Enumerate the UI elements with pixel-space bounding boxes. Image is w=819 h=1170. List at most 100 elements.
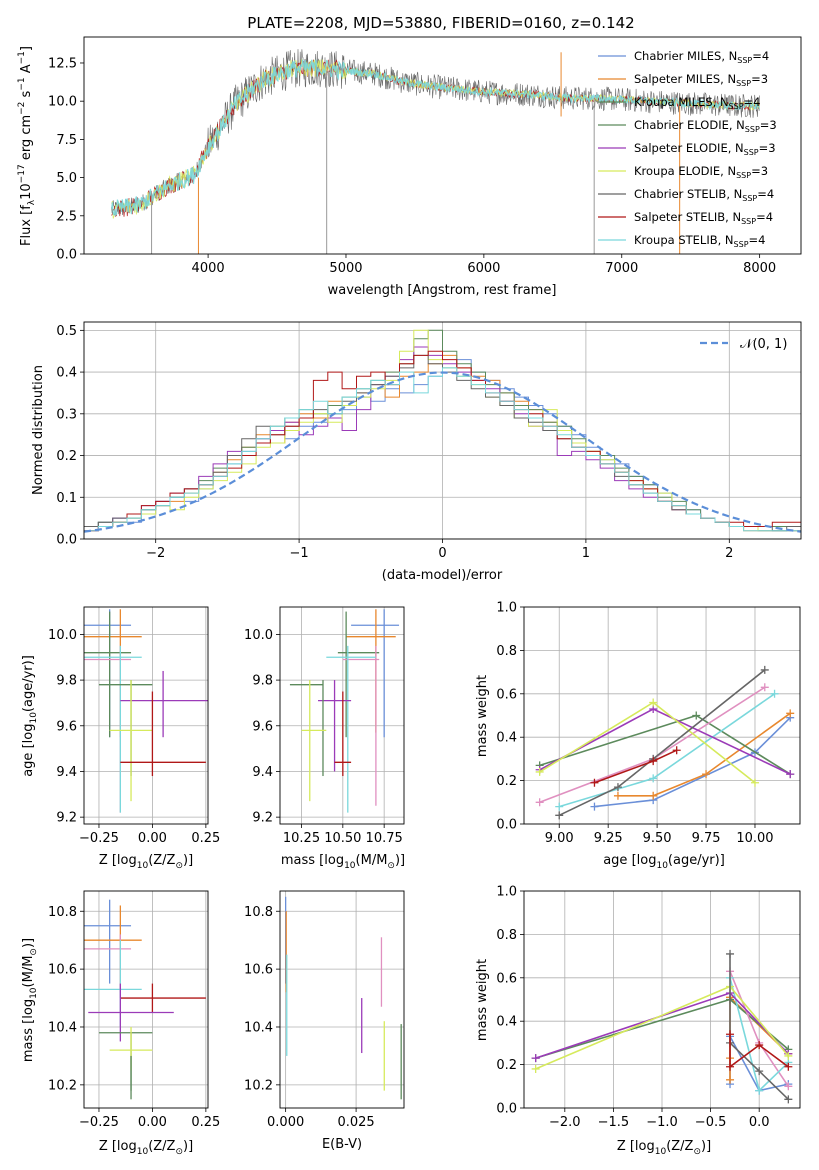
y-tick-label: 0.2 [496,774,517,789]
plus-marker [750,778,759,787]
y-tick-label: 0.8 [496,644,517,659]
x-tick-label: 9.50 [643,831,672,846]
normal-distribution-curve [84,371,801,533]
age_vs_mass-axes: 10.25 10.50 10.75 9.2 9.4 9.6 9.8 10.0 [244,606,405,846]
plus-marker [760,683,769,692]
residual_histogram-plot-area [84,322,801,539]
y-tick-label: 0.2 [496,1058,517,1073]
x-tick-label: −0.25 [79,1115,119,1130]
histogram-y-axis-label: Normed distribution [31,365,46,495]
mass_vs_Z-plot-area [84,891,208,1108]
spectrum-model-line [111,59,760,217]
plus-marker [590,802,599,811]
mass-weight-vs-Z-y-axis-label: mass weight [475,959,490,1041]
plus-marker [784,1095,793,1104]
mass-weight-series [539,714,791,775]
y-tick-label: 0.0 [496,1102,517,1117]
plus-marker [531,1054,540,1063]
y-tick-label: 0.4 [56,366,77,381]
y-tick-label: 10.4 [244,1020,273,1035]
mass_vs_ebv-axes: 0.000 0.025 10.2 10.4 10.6 10.8 [244,890,405,1130]
age_vs_Z-frame [83,606,209,825]
plus-marker [755,1067,764,1076]
y-tick-label: 12.5 [48,56,77,71]
x-tick-label: 0 [438,546,446,561]
mass-weight-series [594,749,678,784]
y-tick-label: 9.2 [252,811,273,826]
plus-marker [649,757,658,766]
errorbar-point [98,680,153,777]
errorbar-point [346,609,396,733]
mass_weight_vs_age-frame [523,606,801,825]
spectrum-x-axis-label: wavelength [Angstrom, rest frame] [328,283,557,298]
x-tick-label: 0.000 [267,1115,304,1130]
x-tick-label: 0.00 [138,1115,167,1130]
mass-weight-vs-age-y-axis-label: mass weight [475,675,490,757]
spectrum-frame [83,36,802,255]
y-tick-label: 10.6 [48,963,77,978]
x-tick-label: 0.25 [191,831,220,846]
y-tick-label: 5.0 [56,171,77,186]
mass-weight-series [729,953,789,1100]
x-tick-label: −0.5 [695,1115,727,1130]
mass-weight-series [558,669,766,817]
age_vs_Z-plot-area [84,607,208,824]
plus-marker [531,1064,540,1073]
mass_weight_vs_age-plot-area [524,607,800,824]
plus-marker [784,1062,793,1071]
y-tick-label: 10.0 [48,95,77,110]
y-tick-label: 10.8 [244,905,273,920]
errorbar-point [98,1032,153,1091]
x-tick-label: 2 [725,546,733,561]
x-tick-label: 1 [582,546,590,561]
y-tick-label: 10.4 [48,1020,77,1035]
mass_vs_ebv-frame [279,890,405,1109]
errorbar-point [84,899,132,984]
x-tick-label: 0.0 [749,1115,770,1130]
mass-weight-vs-age-x-axis-label: age [log10(age/yr)] [603,853,725,871]
x-tick-label: 7000 [605,261,638,276]
plus-marker [786,709,795,718]
age-vs-Z-y-axis-label: age [log10(age/yr)] [21,655,39,777]
y-tick-label: 9.8 [56,674,77,689]
spectrum-legend: Chabrier MILES, NSSP=4 Salpeter MILES, NS… [598,49,777,249]
y-tick-label: 10.6 [244,963,273,978]
plus-marker [535,798,544,807]
legend-label: Chabrier STELIB, NSSP=4 [634,187,774,203]
y-tick-label: 9.6 [56,719,77,734]
x-tick-label: 0.025 [337,1115,374,1130]
errorbar-point [120,670,208,738]
errorbar-point [301,680,327,802]
age_vs_mass-plot-area [280,607,404,824]
mass_weight_vs_Z-frame [523,890,801,1109]
plus-marker [672,746,681,755]
y-tick-label: 9.4 [56,765,77,780]
x-tick-label: 9.25 [594,831,623,846]
mass-weight-vs-Z-x-axis-label: Z [log10(Z/Z⊙)] [617,1139,711,1157]
age_vs_mass-frame [279,606,405,825]
mass-vs-Z-x-axis-label: Z [log10(Z/Z⊙)] [99,1139,193,1157]
errorbar-point [109,680,153,802]
mass_weight_vs_age-axes: 9.00 9.25 9.50 9.75 10.00 0.0 0.2 0.4 0.6 0.8 1.0 [496,601,801,846]
y-tick-label: 0.0 [496,818,517,833]
y-tick-label: 0.8 [496,928,517,943]
y-tick-label: 0.2 [56,449,77,464]
plus-marker [784,1082,793,1091]
spectrum-y-axis-label: Flux [fλ10−17 erg cm−2 s−1 A−1] [17,46,37,246]
mass-vs-Z-y-axis-label: mass [log10(M/M⊙)] [21,938,39,1062]
legend-label: Chabrier MILES, NSSP=4 [634,49,769,65]
plus-marker [755,1086,764,1095]
x-tick-label: 8000 [743,261,776,276]
plus-marker [535,767,544,776]
legend-label: Salpeter ELODIE, NSSP=3 [634,141,776,157]
y-tick-label: 9.8 [252,674,273,689]
errorbar-point [342,645,380,806]
plus-marker [555,811,564,820]
histogram-x-axis-label: (data-model)/error [382,568,503,583]
plus-marker [590,778,599,787]
age-vs-Z-x-axis-label: Z [log10(Z/Z⊙)] [99,853,193,871]
x-tick-label: −2 [146,546,165,561]
age-vs-mass-x-axis-label: mass [log10(M/M⊙)] [281,853,405,871]
y-tick-label: 0.0 [56,533,77,548]
